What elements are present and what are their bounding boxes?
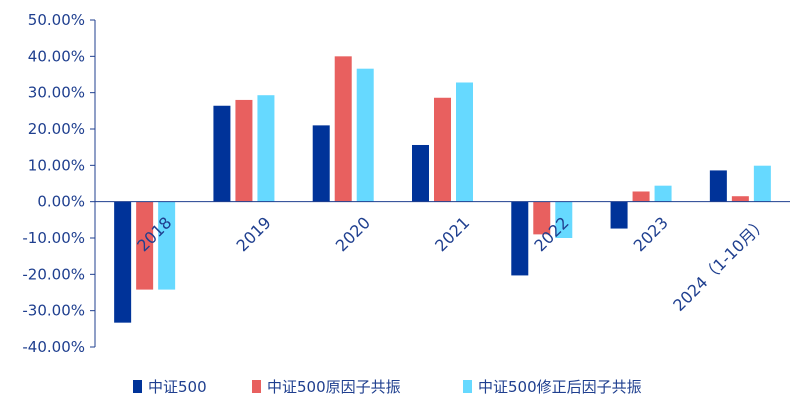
x-tick-label: 2024（1-10月）	[669, 213, 771, 315]
bar-2-2021	[434, 97, 451, 202]
bar-1-2023	[610, 201, 628, 229]
bar-1-20241-10	[709, 170, 727, 202]
y-tick-label: 40.00%	[28, 47, 85, 65]
y-tick-label: 50.00%	[28, 11, 85, 29]
bar-1-2022	[511, 201, 529, 276]
bar-2-2022	[533, 201, 551, 235]
y-tick-label: -30.00%	[22, 302, 85, 320]
bar-3-2021	[456, 82, 473, 202]
bar-2-20241-10	[731, 196, 749, 202]
y-axis: 50.00% 40.00% 30.00% 20.00% 10.00% 0.00% -10.0…	[22, 11, 96, 356]
bar-3-2022	[555, 201, 573, 238]
bar-2-2023	[632, 191, 650, 202]
bars	[114, 56, 771, 323]
y-tick-label: -20.00%	[22, 265, 85, 283]
bar-1-2021	[412, 144, 429, 202]
bar-3-20241-10	[753, 165, 771, 202]
bar-2-2019	[235, 99, 253, 202]
legend-swatch	[463, 380, 472, 393]
y-tick-label: 30.00%	[28, 84, 85, 102]
legend-label: 中证500修正后因子共振	[478, 378, 642, 396]
bar-3-2020	[356, 68, 374, 202]
legend: 中证500 中证500原因子共振 中证500修正后因子共振	[133, 378, 642, 396]
y-tick-label: 10.00%	[28, 156, 85, 174]
y-tick-label: 0.00%	[37, 193, 85, 211]
legend-swatch	[133, 380, 142, 393]
bar-3-2018	[158, 201, 176, 290]
bar-2-2018	[136, 201, 154, 290]
bar-1-2019	[213, 105, 231, 202]
legend-swatch	[252, 380, 261, 393]
x-tick-label: 2020	[332, 213, 374, 255]
x-tick-label: 2021	[431, 213, 473, 255]
legend-label: 中证500	[148, 378, 207, 396]
y-tick-label: 20.00%	[28, 120, 85, 138]
bar-3-2019	[257, 95, 275, 202]
y-tick-label: -40.00%	[22, 338, 85, 356]
legend-label: 中证500原因子共振	[267, 378, 401, 396]
bar-2-2020	[334, 56, 352, 202]
bar-3-2023	[654, 185, 672, 202]
x-tick-label: 2023	[630, 213, 672, 255]
x-tick-label: 2019	[233, 213, 275, 255]
bar-1-2018	[114, 201, 132, 323]
y-tick-label: -10.00%	[22, 229, 85, 247]
bar-1-2020	[312, 125, 330, 202]
